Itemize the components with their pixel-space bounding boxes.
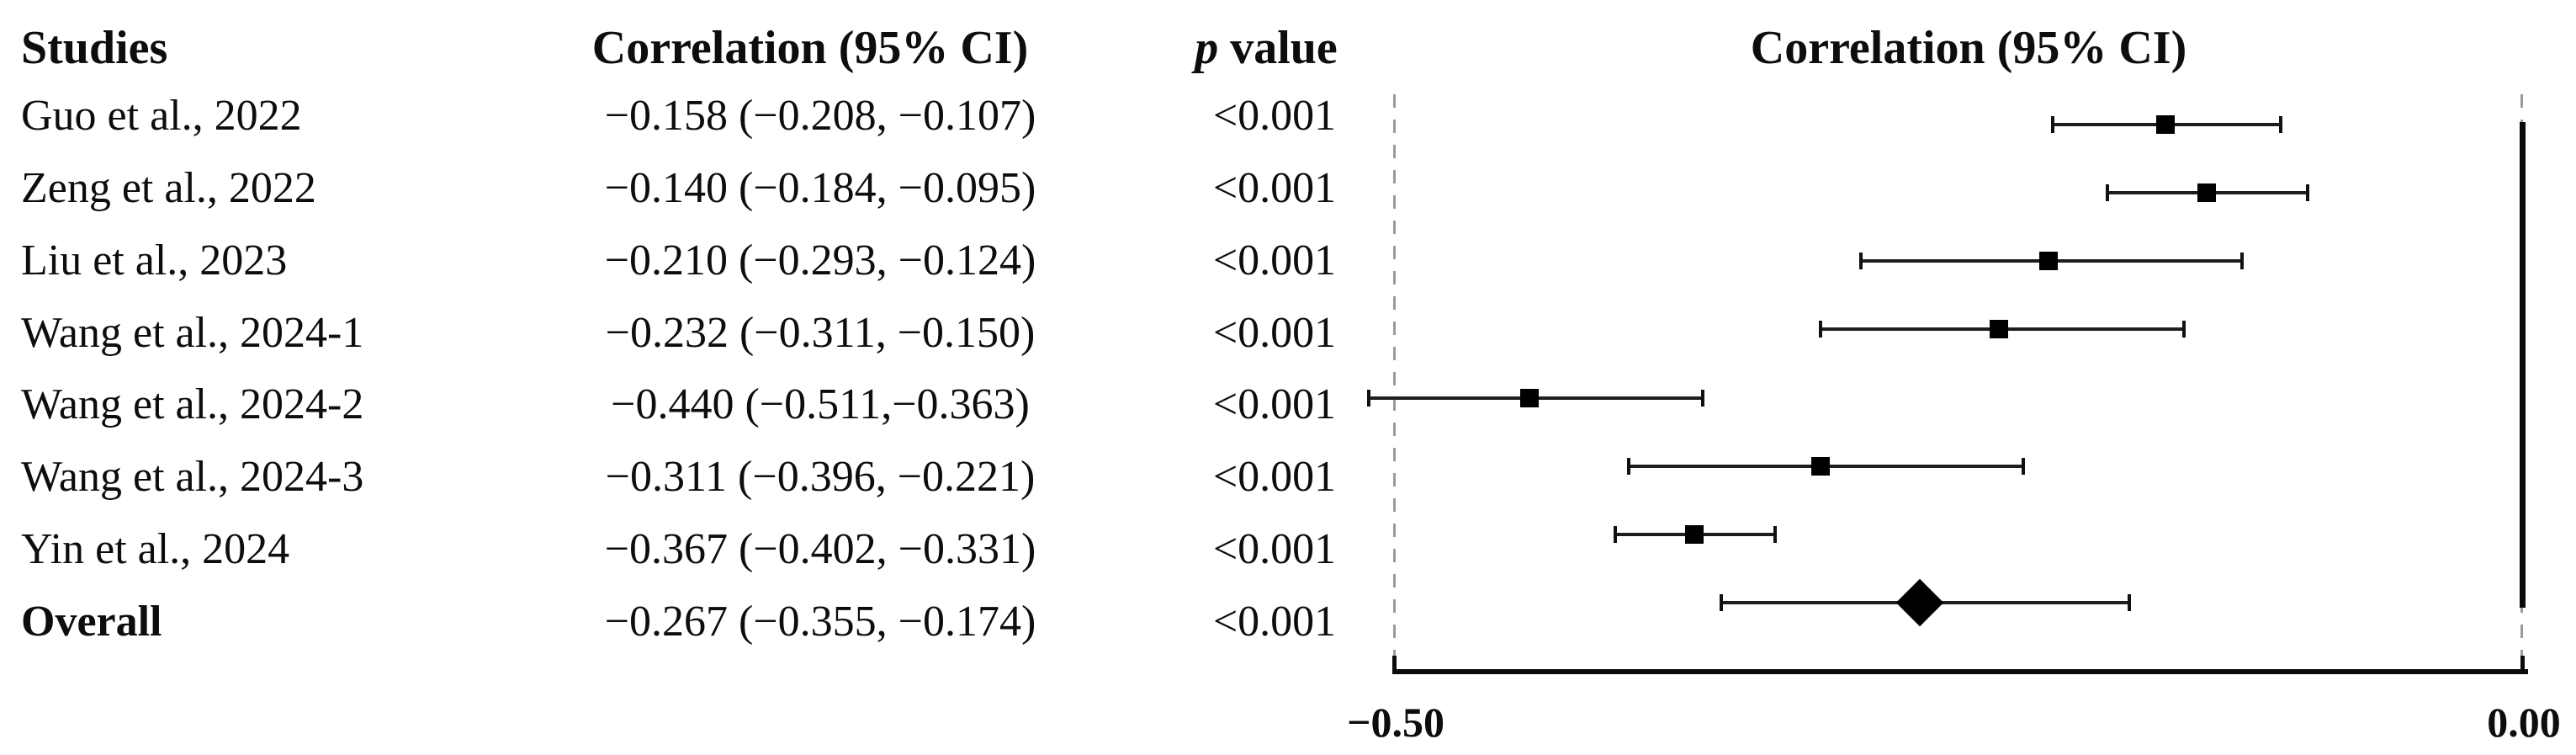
x-axis-line [1392,669,2528,674]
p-value-header-p: p [1195,22,1219,74]
ci-cap-low [2051,116,2055,133]
study-square-marker [1519,388,1539,407]
ci-cap-high [1701,389,1705,407]
ci-cap-high [2279,116,2283,133]
correlation-column-header: Correlation (95% CI) [591,22,1029,74]
p-value-header-rest: value [1230,22,1338,74]
ci-cap-high [2181,321,2186,338]
ci-cap-high [2022,457,2026,475]
zero-reference-line [2520,122,2526,608]
correlation-ci-value: −0.232 (−0.311, −0.150) [605,308,1036,357]
ci-cap-low [1367,389,1371,407]
p-value: <0.001 [1212,525,1337,574]
study-label: Overall [21,597,162,646]
correlation-ci-value: −0.140 (−0.184, −0.095) [604,163,1036,212]
x-axis-tick-label: 0.00 [2487,699,2561,746]
x-axis-end-tick [2520,656,2525,669]
p-value: <0.001 [1212,308,1337,357]
study-label: Wang et al., 2024-2 [21,380,364,429]
x-axis-tick-label: −0.50 [1347,699,1444,746]
study-label: Yin et al., 2024 [21,525,290,574]
study-label: Wang et al., 2024-3 [21,453,364,502]
ci-cap-high [2240,253,2245,270]
x-axis-end-tick [1392,656,1397,669]
study-square-marker [2156,115,2176,134]
ci-cap-low [1613,525,1617,543]
p-value: <0.001 [1212,453,1337,502]
p-value: <0.001 [1212,163,1337,212]
study-square-marker [2038,252,2058,271]
study-label: Zeng et al., 2022 [21,163,316,212]
p-value: <0.001 [1212,597,1337,646]
ci-cap-high [2306,184,2310,202]
p-value: <0.001 [1212,92,1337,140]
ci-cap-high [2128,594,2132,612]
study-label: Wang et al., 2024-1 [21,308,364,357]
study-square-marker [1684,524,1704,544]
study-square-marker [1989,320,2008,339]
ci-cap-low [1818,321,1822,338]
correlation-ci-value: −0.267 (−0.355, −0.174) [604,597,1036,646]
ci-cap-low [1859,253,1863,270]
plot-title: Correlation (95% CI) [1750,22,2187,74]
p-value: <0.001 [1212,380,1337,429]
p-value: <0.001 [1212,236,1337,284]
correlation-ci-value: −0.210 (−0.293, −0.124) [604,236,1036,284]
study-label: Guo et al., 2022 [21,92,302,140]
correlation-ci-value: −0.158 (−0.208, −0.107) [604,92,1036,140]
studies-column-header: Studies [21,22,168,74]
study-square-marker [2197,183,2216,203]
ci-cap-low [1719,594,1723,612]
ci-cap-low [2105,184,2109,202]
correlation-ci-value: −0.311 (−0.396, −0.221) [605,453,1036,502]
left-limit-dashed-line [1393,94,1396,672]
correlation-ci-value: −0.440 (−0.511,−0.363) [611,380,1030,429]
p-value-column-header: p value [1195,21,1338,75]
ci-cap-high [1773,525,1778,543]
overall-diamond-marker [1895,578,1944,627]
correlation-ci-value: −0.367 (−0.402, −0.331) [604,525,1036,574]
ci-cap-low [1626,457,1630,475]
study-label: Liu et al., 2023 [21,236,288,284]
study-square-marker [1810,456,1830,476]
